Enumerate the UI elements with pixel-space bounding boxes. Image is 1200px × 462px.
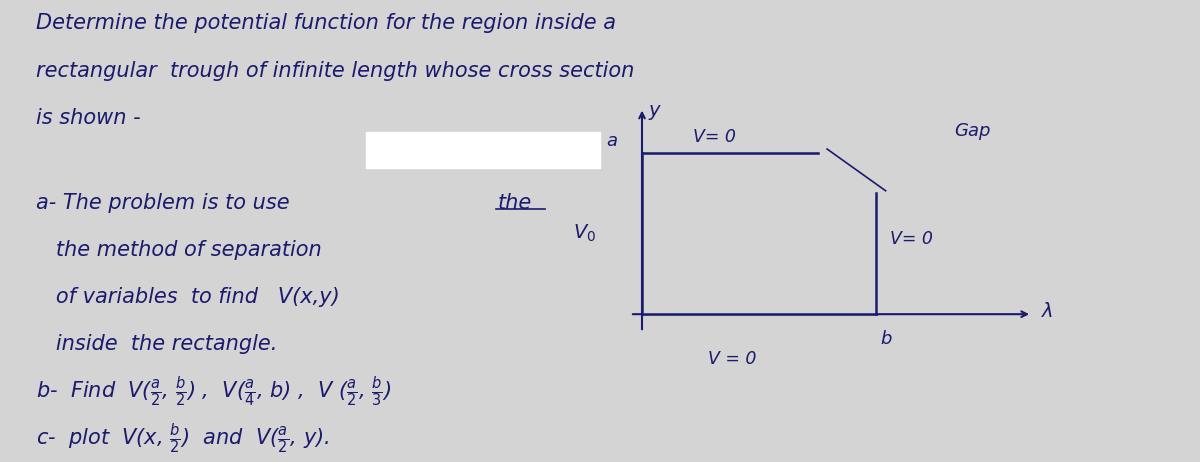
Text: λ: λ (1042, 303, 1054, 322)
Text: V= 0: V= 0 (890, 230, 934, 248)
Text: a: a (606, 133, 618, 151)
Text: Determine the potential function for the region inside a: Determine the potential function for the… (36, 13, 616, 33)
Text: b-  Find  V($\frac{a}{2}$, $\frac{b}{2}$) ,  V($\frac{a}{4}$, b) ,  V ($\frac{a}: b- Find V($\frac{a}{2}$, $\frac{b}{2}$) … (36, 375, 391, 409)
Text: y: y (648, 101, 660, 120)
Text: $V_0$: $V_0$ (572, 223, 596, 244)
Text: is shown -: is shown - (36, 108, 140, 128)
Text: the method of separation: the method of separation (36, 240, 322, 260)
Text: of variables  to find   V(x,y): of variables to find V(x,y) (36, 287, 340, 307)
Text: the: the (498, 193, 533, 213)
Bar (366, 132, 600, 168)
Text: b: b (880, 330, 892, 348)
Text: a- The problem is to use: a- The problem is to use (36, 193, 289, 213)
Text: rectangular  trough of infinite length whose cross section: rectangular trough of infinite length wh… (36, 61, 635, 80)
Text: c-  plot  V(x, $\frac{b}{2}$)  and  V($\frac{a}{2}$, y).: c- plot V(x, $\frac{b}{2}$) and V($\frac… (36, 422, 330, 456)
Text: V= 0: V= 0 (694, 128, 737, 146)
Text: inside  the rectangle.: inside the rectangle. (36, 334, 277, 354)
Text: Gap: Gap (954, 122, 990, 140)
Bar (642, 152, 876, 314)
Text: V = 0: V = 0 (708, 350, 756, 368)
